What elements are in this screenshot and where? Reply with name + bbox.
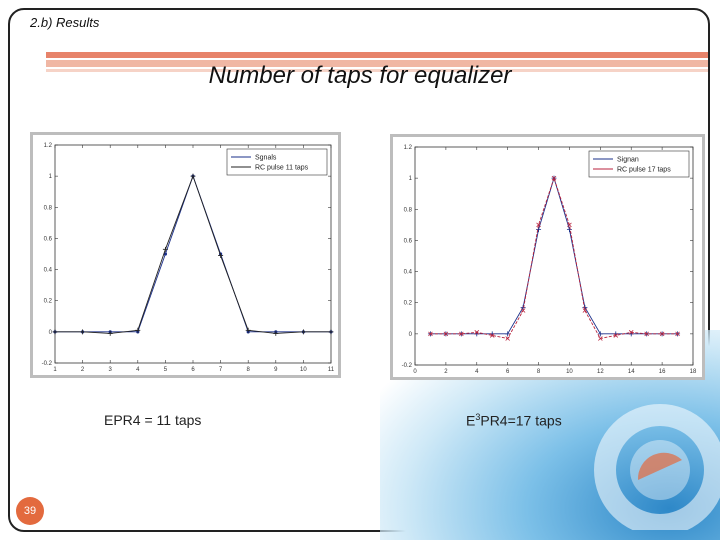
series-point — [628, 330, 634, 335]
y-tick-label: 0.8 — [44, 205, 53, 211]
series-point — [567, 222, 572, 228]
header-band-light — [46, 60, 708, 67]
series-point — [474, 330, 480, 335]
series-point — [613, 333, 619, 338]
x-tick-label: 14 — [628, 369, 635, 375]
series-point — [505, 331, 511, 337]
legend-label: RC pulse 17 taps — [617, 167, 671, 174]
y-tick-label: -0.2 — [42, 361, 53, 367]
y-tick-label: 0 — [49, 330, 53, 336]
x-tick-label: 0 — [413, 369, 417, 375]
series-point — [675, 331, 680, 337]
series-point — [245, 327, 251, 333]
series-point — [273, 330, 279, 336]
series-point — [190, 173, 196, 179]
header-band-faint — [46, 69, 708, 72]
x-tick-label: 16 — [659, 369, 666, 375]
y-tick-label: -0.2 — [402, 363, 413, 369]
legend-label: Signan — [617, 157, 639, 164]
caption-e3pr4-prefix: E — [466, 412, 476, 429]
caption-e3pr4-suffix: PR4=17 taps — [480, 412, 562, 429]
x-tick-label: 7 — [219, 367, 223, 373]
series-point — [459, 331, 464, 337]
plot-area — [414, 146, 694, 366]
x-tick-label: 8 — [537, 369, 541, 375]
y-tick-label: 0.2 — [44, 299, 53, 305]
series-point — [598, 336, 603, 341]
slide-title: Number of taps for equalizer — [208, 62, 512, 89]
series-point — [135, 327, 141, 333]
y-tick-label: 0.2 — [404, 301, 413, 307]
series-point — [489, 333, 495, 338]
legend-box — [226, 148, 328, 176]
series-point — [505, 336, 510, 341]
series-point — [80, 329, 86, 335]
x-tick-label: 5 — [164, 367, 168, 373]
y-tick-label: 0.4 — [404, 270, 413, 276]
series-point — [520, 308, 526, 313]
series-point — [520, 304, 526, 310]
section-label: 2.b) Results — [30, 15, 100, 30]
y-tick-label: 0 — [409, 332, 413, 338]
series-point — [536, 227, 542, 233]
y-tick-label: 1.2 — [404, 145, 413, 151]
y-tick-label: 0.8 — [404, 207, 413, 213]
x-tick-label: 10 — [300, 367, 307, 373]
chart-e3pr4-svg: -0.200.20.40.60.811.20 2 4 6 8 10 12 14 16 18Sign… — [402, 145, 697, 375]
series-point — [107, 330, 113, 336]
chart-epr4: -0.2 0 0.2 0.4 0.6 0.8 1 1.2 1 2 3 4 5 6 7 8 9 10 11 Sgnals… — [30, 132, 341, 378]
series-point — [218, 253, 224, 259]
legend-label: RC pulse 11 taps — [255, 165, 309, 172]
series-point — [52, 329, 58, 335]
university-seal-logo — [594, 404, 720, 530]
x-tick-label: 6 — [506, 369, 510, 375]
series-point — [582, 308, 588, 313]
series-point — [163, 252, 167, 256]
chart-e3pr4: -0.2 0 0.2 0.4 0.6 0.8 1 1.2 0 2 4 6 8 10 12 14 16 18 Sign… — [390, 134, 705, 380]
x-tick-label: 6 — [191, 367, 195, 373]
y-tick-label: 1 — [49, 174, 53, 180]
chart-epr4-svg: -0.2 0 0.2 0.4 0.6 0.8 1 1.2 1 2 3 4 5 6 7 8 9 10 11 Sgnals… — [42, 143, 335, 373]
x-tick-label: 1 — [53, 367, 57, 373]
x-tick-label: 2 — [444, 369, 448, 375]
x-tick-label: 9 — [274, 367, 278, 373]
page-number-badge: 39 — [16, 497, 44, 525]
series-point — [300, 329, 306, 335]
series-point — [551, 175, 557, 181]
x-tick-label: 4 — [475, 369, 479, 375]
x-tick-label: 10 — [566, 369, 573, 375]
series-point — [428, 331, 433, 337]
series-point — [328, 329, 334, 335]
series-line-2 — [430, 176, 678, 340]
y-tick-label: 1.2 — [44, 143, 53, 149]
series-point — [597, 331, 603, 337]
series-point — [659, 331, 665, 337]
x-tick-label: 11 — [328, 367, 335, 373]
series-point — [162, 246, 168, 252]
x-tick-label: 8 — [247, 367, 251, 373]
y-tick-label: 0.4 — [44, 268, 53, 274]
x-tick-label: 2 — [81, 367, 85, 373]
x-tick-label: 3 — [109, 367, 113, 373]
legend-box — [588, 150, 690, 178]
plot-area — [54, 144, 332, 364]
y-tick-label: 0.6 — [404, 238, 413, 244]
series-point — [644, 331, 649, 337]
x-tick-label: 12 — [597, 369, 604, 375]
series-point — [566, 227, 572, 233]
series-point — [443, 331, 449, 337]
caption-epr4: EPR4 = 11 taps — [104, 412, 202, 428]
header-band — [46, 52, 708, 58]
x-tick-label: 4 — [136, 367, 140, 373]
x-tick-label: 18 — [690, 369, 697, 375]
caption-e3pr4: E3PR4=17 taps — [466, 412, 562, 429]
series-point — [536, 222, 541, 228]
y-tick-label: 1 — [409, 176, 413, 182]
legend-label: Sgnals — [255, 155, 277, 162]
caption-e3pr4-superscript: 3 — [475, 412, 481, 422]
y-tick-label: 0.6 — [44, 236, 53, 242]
